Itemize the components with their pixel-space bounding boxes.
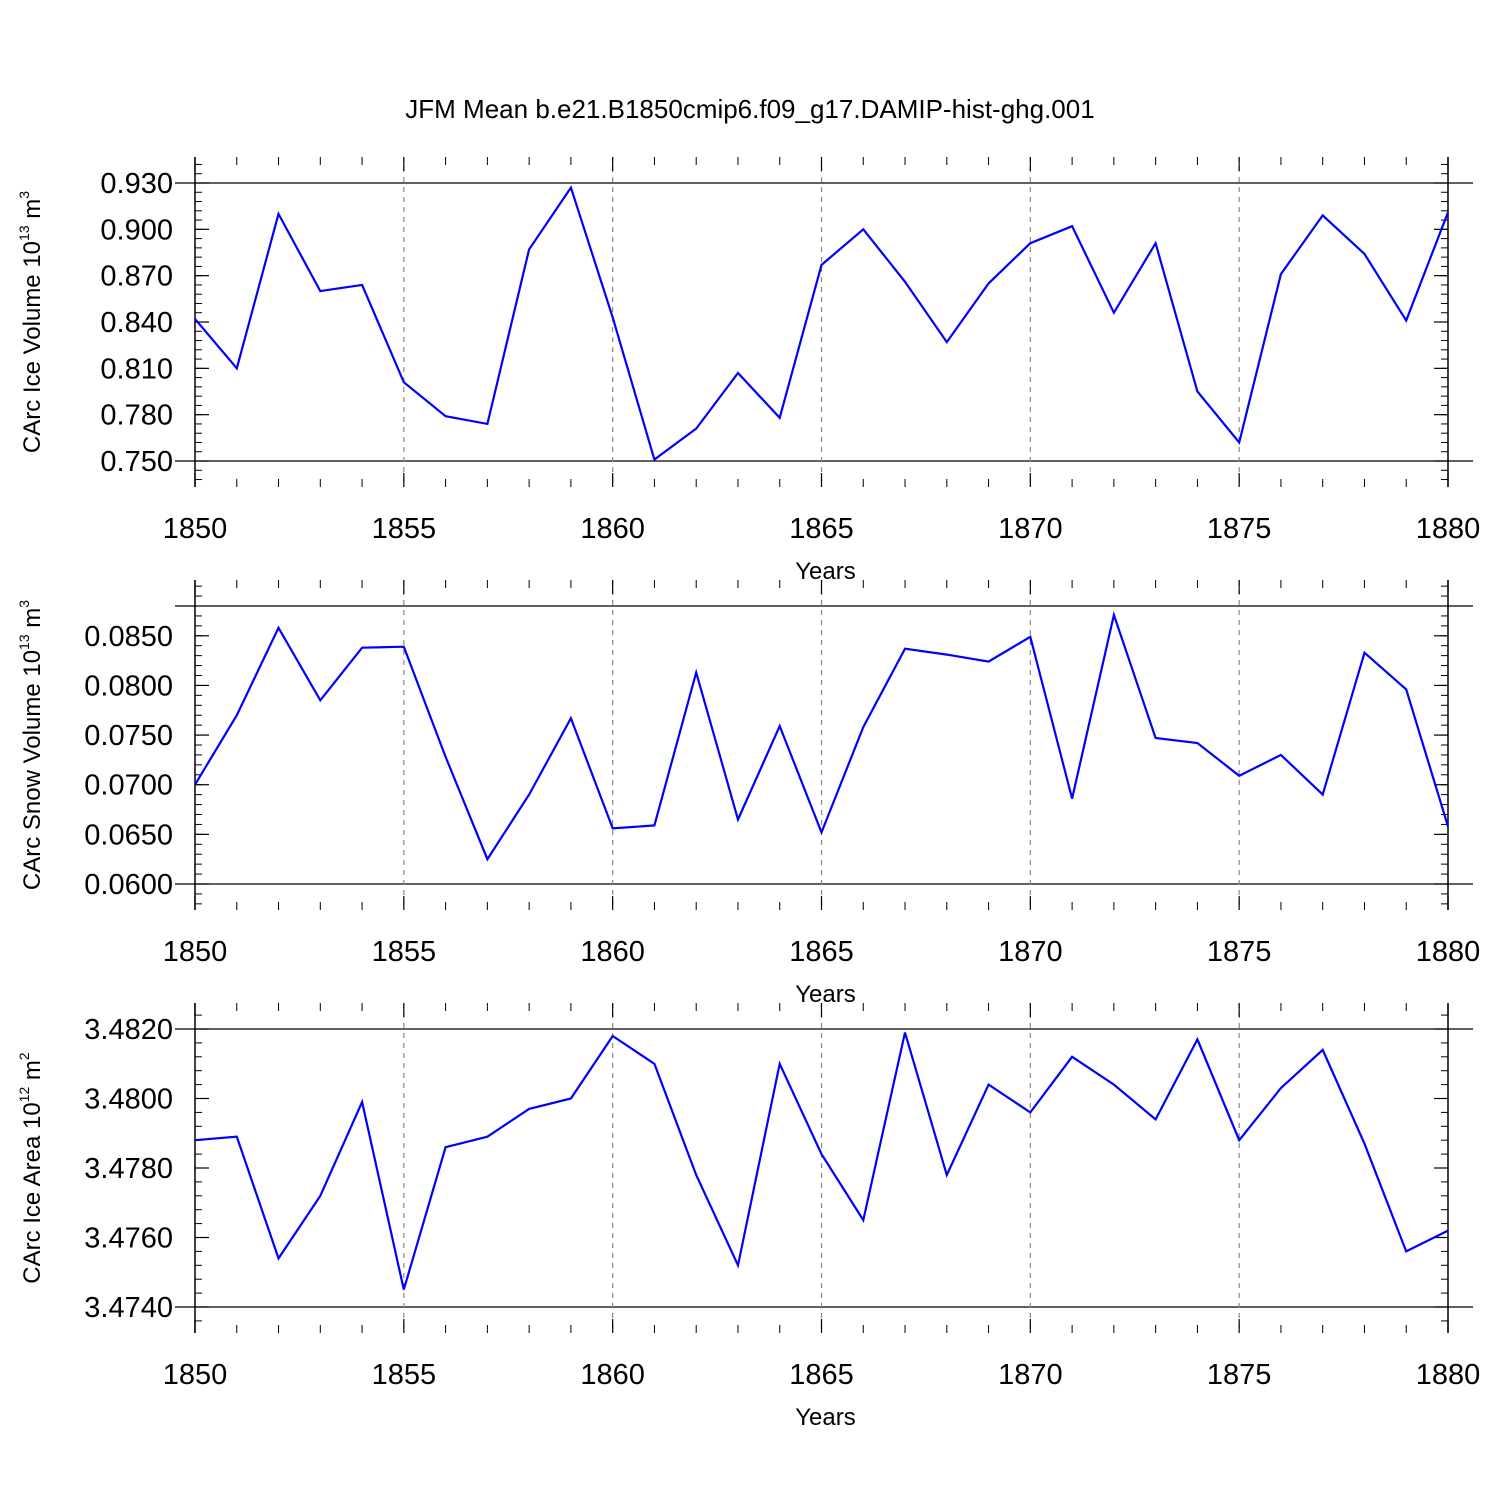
y-axis-label: CArc Ice Volume 1013 m3 <box>16 191 46 453</box>
chart-panel-3: 1850 1855 1860 1865 1870 1875 1880 3.4740 3.4760… <box>16 1003 1480 1431</box>
y-tick-label: 0.900 <box>100 214 173 246</box>
x-tick-label: 1880 <box>1416 513 1481 545</box>
y-tick-label: 0.0650 <box>84 819 173 851</box>
y-tick-label: 0.750 <box>100 446 173 478</box>
y-tick-label: 3.4740 <box>84 1292 173 1324</box>
y-tick-label: 0.810 <box>100 353 173 385</box>
y-tick-label: 3.4820 <box>84 1014 173 1046</box>
y-tick-label: 0.780 <box>100 400 173 432</box>
y-tick-label: 0.930 <box>100 168 173 200</box>
x-tick-label: 1855 <box>372 1359 437 1391</box>
x-tick-label: 1860 <box>580 513 645 545</box>
y-tick-label: 3.4760 <box>84 1223 173 1255</box>
y-axis-label: CArc Snow Volume 1013 m3 <box>16 600 46 890</box>
y-tick-label: 0.870 <box>100 261 173 293</box>
y-tick-label: 3.4780 <box>84 1153 173 1185</box>
x-tick-label: 1875 <box>1207 1359 1272 1391</box>
x-axis-label: Years <box>795 558 856 585</box>
x-tick-label: 1870 <box>998 513 1063 545</box>
x-tick-label: 1865 <box>789 513 854 545</box>
x-tick-label: 1870 <box>998 936 1063 968</box>
chart-panel-1: 1850 1855 1860 1865 1870 1875 1880 0.750 0.780 0.… <box>16 157 1480 585</box>
x-axis-label: Years <box>795 1404 856 1431</box>
x-tick-label: 1870 <box>998 1359 1063 1391</box>
x-tick-label: 1850 <box>163 936 228 968</box>
figure-title: JFM Mean b.e21.B1850cmip6.f09_g17.DAMIP-… <box>405 94 1094 124</box>
x-tick-label: 1850 <box>163 513 228 545</box>
y-axis-label: CArc Ice Area 1012 m2 <box>16 1052 46 1284</box>
x-tick-label: 1855 <box>372 936 437 968</box>
chart-panel-2: 1850 1855 1860 1865 1870 1875 1880 0.0600 0.0650… <box>16 580 1480 1008</box>
x-tick-label: 1880 <box>1416 936 1481 968</box>
x-tick-label: 1880 <box>1416 1359 1481 1391</box>
y-tick-label: 0.0700 <box>84 770 173 802</box>
x-tick-label: 1865 <box>789 1359 854 1391</box>
x-tick-label: 1860 <box>580 1359 645 1391</box>
x-tick-label: 1875 <box>1207 936 1272 968</box>
y-tick-label: 3.4800 <box>84 1084 173 1116</box>
x-tick-label: 1865 <box>789 936 854 968</box>
x-axis-label: Years <box>795 981 856 1008</box>
y-tick-label: 0.0600 <box>84 869 173 901</box>
y-tick-label: 0.0850 <box>84 621 173 653</box>
series-line <box>195 1033 1448 1290</box>
x-tick-label: 1875 <box>1207 513 1272 545</box>
x-tick-label: 1855 <box>372 513 437 545</box>
x-tick-label: 1860 <box>580 936 645 968</box>
y-tick-label: 0.0800 <box>84 670 173 702</box>
x-tick-label: 1850 <box>163 1359 228 1391</box>
y-tick-label: 0.840 <box>100 307 173 339</box>
y-tick-label: 0.0750 <box>84 720 173 752</box>
